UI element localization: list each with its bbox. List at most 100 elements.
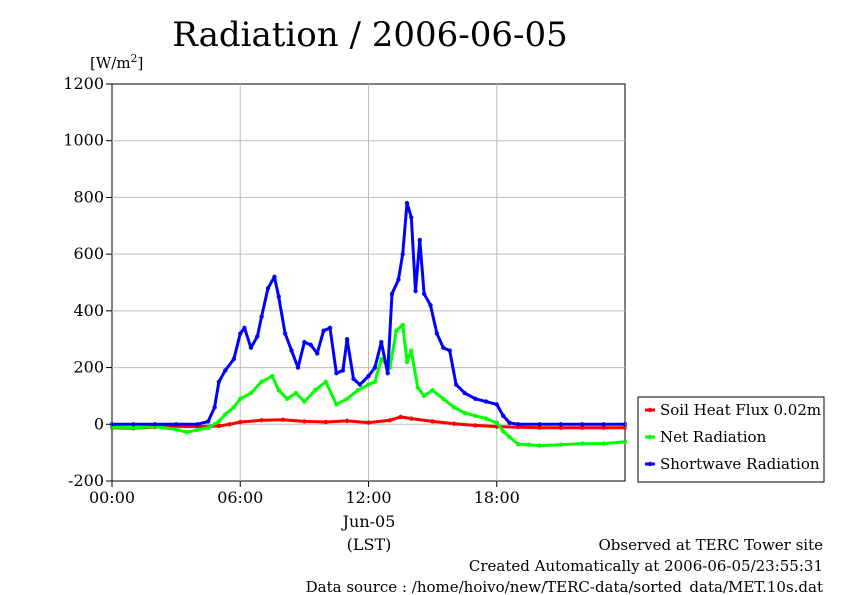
data-point	[302, 339, 307, 345]
data-point	[558, 422, 564, 427]
data-point	[451, 405, 457, 410]
y-tick-label: 800	[73, 187, 104, 206]
legend-label: Net Radiation	[660, 428, 767, 446]
y-tick-label: 1200	[63, 74, 104, 93]
data-point	[334, 371, 339, 376]
data-point	[242, 325, 247, 331]
y-tick-label: 1000	[63, 131, 104, 150]
data-point	[396, 277, 401, 282]
data-point	[409, 348, 414, 353]
data-point	[315, 351, 320, 356]
data-point	[276, 388, 281, 393]
data-point	[515, 441, 521, 447]
data-point	[285, 396, 290, 401]
data-point	[526, 442, 532, 447]
data-point	[494, 402, 499, 407]
data-point	[357, 382, 363, 387]
data-point	[223, 368, 228, 373]
series-1	[109, 322, 628, 448]
data-point	[462, 410, 467, 416]
data-point	[216, 379, 222, 384]
data-point	[227, 422, 232, 427]
footer-line-3: Data source : /home/hoivo/new/TERC-data/…	[306, 578, 823, 595]
data-point	[409, 416, 414, 421]
footer-line-1: Observed at TERC Tower site	[598, 536, 823, 554]
x-tick-label: 06:00	[217, 488, 263, 507]
data-point	[400, 322, 405, 328]
y-tick-label: 400	[73, 301, 104, 320]
x-tick-label: 12:00	[345, 488, 391, 507]
footer: Observed at TERC Tower site Created Auto…	[306, 536, 823, 595]
data-point	[344, 337, 350, 342]
data-point	[270, 373, 275, 379]
legend-label: Soil Heat Flux 0.02m	[660, 401, 821, 419]
data-point	[389, 291, 395, 297]
data-point	[601, 441, 606, 446]
data-point	[238, 419, 243, 425]
data-point	[537, 443, 542, 448]
y-tick-label: -200	[68, 471, 104, 490]
data-point	[293, 390, 299, 396]
data-point	[323, 419, 328, 425]
y-tick-label: 200	[73, 358, 104, 377]
data-point	[340, 368, 346, 373]
data-point	[387, 418, 393, 423]
data-point	[398, 414, 403, 420]
data-point	[216, 419, 222, 424]
data-point	[537, 422, 542, 427]
data-point	[447, 348, 452, 353]
data-point	[327, 325, 333, 331]
data-point	[494, 420, 499, 426]
data-point	[276, 294, 281, 299]
data-point	[280, 417, 286, 422]
data-point	[259, 314, 264, 319]
series-2	[109, 200, 628, 427]
data-point	[302, 419, 307, 424]
legend: Soil Heat Flux 0.02m Net Radiation Shortwa…	[637, 396, 825, 483]
data-point	[255, 334, 260, 339]
data-point	[394, 328, 399, 333]
data-point	[379, 339, 384, 345]
data-point	[404, 200, 410, 206]
footer-line-2: Created Automatically at 2006-06-05/23:5…	[469, 557, 823, 575]
y-axis-label: [W/m2]	[90, 52, 143, 72]
data-point	[152, 422, 157, 427]
data-point	[441, 345, 446, 350]
data-point	[580, 441, 585, 446]
x-date-label: Jun-05	[341, 512, 396, 531]
data-point	[500, 429, 506, 434]
data-point	[372, 379, 378, 384]
data-point	[195, 427, 200, 433]
data-point	[131, 422, 136, 427]
data-point	[441, 396, 446, 401]
legend-swatch-marker	[647, 434, 653, 440]
data-point	[451, 421, 457, 426]
data-point	[462, 390, 467, 396]
data-point	[601, 422, 606, 427]
data-point	[259, 379, 264, 384]
data-point	[212, 405, 217, 410]
data-point	[205, 419, 211, 424]
data-point	[355, 388, 361, 393]
data-point	[421, 393, 427, 399]
series-layer	[109, 200, 628, 448]
legend-swatch-marker	[647, 407, 653, 413]
data-point	[483, 416, 489, 421]
y-axis-ticks: -200 0 200 400 600 800 1000 1200	[63, 74, 112, 490]
data-point	[473, 396, 478, 401]
data-point	[344, 418, 350, 424]
series-line	[111, 323, 626, 448]
chart-title: Radiation / 2006-06-05	[172, 15, 568, 55]
legend-label: Shortwave Radiation	[660, 455, 820, 473]
data-point	[259, 418, 264, 423]
data-point	[231, 405, 237, 410]
data-point	[430, 388, 435, 393]
y-tick-label: 0	[94, 414, 104, 433]
data-point	[272, 274, 277, 280]
x-tick-label: 18:00	[474, 488, 520, 507]
legend-swatch-marker	[647, 461, 653, 467]
data-point	[473, 423, 478, 428]
data-point	[415, 385, 420, 390]
data-point	[173, 422, 179, 427]
data-point	[109, 422, 115, 427]
